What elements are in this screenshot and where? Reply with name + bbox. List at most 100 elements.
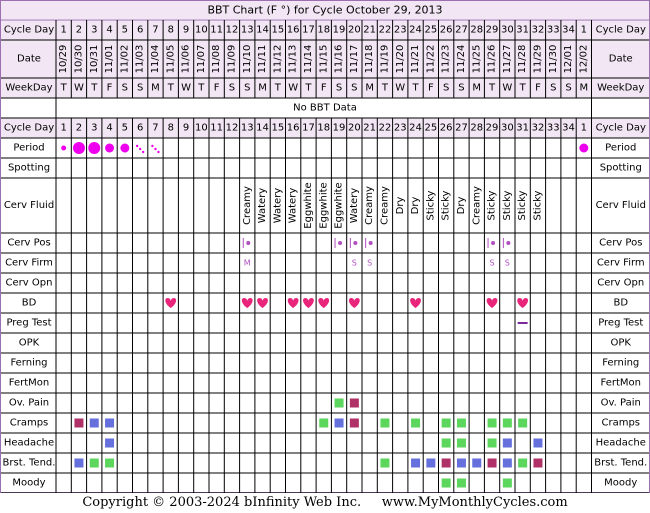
cerv-pos-dot xyxy=(491,241,496,245)
row-label-right-cramps: Cramps xyxy=(601,418,640,429)
title-bar xyxy=(1,1,649,19)
row-label-cramps: Cramps xyxy=(10,418,49,429)
date-label: 11/29 xyxy=(532,45,543,74)
date-label: 10/31 xyxy=(89,45,100,74)
date-label: 11/09 xyxy=(226,45,237,74)
cycle-day-num: 10 xyxy=(195,123,208,134)
row-label-ferning: Ferning xyxy=(10,358,47,369)
row-label-right-cerv_firm: Cerv Firm xyxy=(597,258,645,269)
row-label-right-bd: BD xyxy=(613,298,628,309)
ov-pain-marker xyxy=(349,398,359,408)
bd-heart xyxy=(287,298,299,308)
cycle-day-num: 26 xyxy=(440,25,453,36)
cramps-marker xyxy=(334,418,344,428)
row-label-opk: OPK xyxy=(19,338,40,349)
cycle-day-num: 12 xyxy=(226,123,239,134)
row-label-cerv_pos: Cerv Pos xyxy=(7,238,50,249)
cramps-marker xyxy=(105,418,115,428)
headache-marker xyxy=(456,438,466,448)
weekday-label: F xyxy=(535,83,541,94)
bd-heart xyxy=(410,298,421,308)
cramps-marker xyxy=(441,418,451,428)
cramps-marker xyxy=(89,418,99,428)
row-label-right-moody: Moody xyxy=(604,478,637,489)
brst-tend-marker xyxy=(89,458,99,468)
cerv-pos-dot xyxy=(338,241,343,245)
cerv-firm-mark: S xyxy=(367,259,372,268)
row-label-cerv_fluid: Cerv Fluid xyxy=(4,200,54,211)
brst-tend-marker xyxy=(426,458,436,468)
weekday-label: S xyxy=(458,83,464,94)
headache-marker xyxy=(441,438,451,448)
cycle-day-num: 18 xyxy=(317,25,330,36)
weekday-label: W xyxy=(395,83,405,94)
date-label: 11/12 xyxy=(272,45,283,74)
row-label-moody: Moody xyxy=(12,478,45,489)
cerv-pos-dot xyxy=(246,241,251,245)
row-label-right-ov_pain: Ov. Pain xyxy=(601,398,641,409)
ov-pain-marker xyxy=(334,398,344,408)
date-label: 11/16 xyxy=(334,45,345,74)
cycle-day-num: 30 xyxy=(501,25,514,36)
row-label-right-fertmon: FertMon xyxy=(601,378,641,389)
cerv-firm-mark: S xyxy=(490,259,495,268)
cramps-marker xyxy=(502,418,512,428)
row-label-brst_tend: Brst. Tend. xyxy=(3,458,56,469)
date-label: 11/18 xyxy=(364,45,375,74)
cycle-day-num: 4 xyxy=(106,25,112,36)
cycle-day-num: 15 xyxy=(271,123,284,134)
cycle-day-num: 19 xyxy=(333,123,346,134)
cycle-day-num: 6 xyxy=(137,25,143,36)
cycle-day-num: 33 xyxy=(547,123,560,134)
cycle-day-num: 14 xyxy=(256,123,269,134)
weekday-label: T xyxy=(167,83,175,94)
date-label: 11/08 xyxy=(211,45,222,74)
cycle-day-num: 14 xyxy=(256,25,269,36)
cycle-day-num: 29 xyxy=(486,25,499,36)
brst-tend-marker xyxy=(456,458,466,468)
row-label-ov_pain: Ov. Pain xyxy=(9,398,49,409)
spotting-dot xyxy=(141,150,145,154)
weekday-label: W xyxy=(74,83,84,94)
date-label: 11/02 xyxy=(119,45,130,74)
cycle-day-num: 3 xyxy=(91,25,97,36)
cycle-day-num: 12 xyxy=(226,25,239,36)
brst-tend-marker xyxy=(74,458,84,468)
row-label-fertmon: FertMon xyxy=(9,378,49,389)
date-label: 11/25 xyxy=(471,45,482,74)
date-label: 11/10 xyxy=(242,45,253,74)
weekday-label: T xyxy=(519,83,527,94)
row-label-right-cerv_fluid: Cerv Fluid xyxy=(596,200,646,211)
cramps-marker xyxy=(380,418,390,428)
cerv-fluid-label: Watery xyxy=(288,188,299,224)
cycle-day-num: 2 xyxy=(76,123,82,134)
cycle-day-num: 3 xyxy=(91,123,97,134)
date-label: 10/30 xyxy=(73,45,84,74)
weekday-label: S xyxy=(351,83,357,94)
weekday-label: M xyxy=(365,83,374,94)
cerv-fluid-label: Dry xyxy=(410,197,421,215)
brst-tend-marker xyxy=(472,458,482,468)
cycle-day-num: 32 xyxy=(532,123,545,134)
cramps-marker xyxy=(411,418,421,428)
brst-tend-marker xyxy=(518,458,528,468)
weekday-label: T xyxy=(488,83,496,94)
site-link[interactable]: www.MyMonthlyCycles.com xyxy=(381,495,568,510)
weekday-label: T xyxy=(304,83,312,94)
row-label-right-cycle_day: Cycle Day xyxy=(596,123,646,134)
row-label-spotting: Spotting xyxy=(8,163,50,174)
cycle-day-num: 1 xyxy=(60,25,66,36)
row-label-right-weekday: WeekDay xyxy=(597,83,644,94)
cerv-fluid-label: Dry xyxy=(456,197,467,215)
weekday-label: M xyxy=(472,83,481,94)
date-label: 11/05 xyxy=(165,45,176,74)
cycle-day-num: 27 xyxy=(455,123,468,134)
cycle-day-num: 6 xyxy=(137,123,143,134)
cerv-pos-dot xyxy=(506,241,511,245)
brst-tend-marker xyxy=(502,458,512,468)
cycle-day-num: 24 xyxy=(409,123,422,134)
chart-svg: BBT Chart (F °) for Cycle October 29, 20… xyxy=(0,0,650,493)
cycle-day-num: 25 xyxy=(424,25,437,36)
weekday-label: M xyxy=(151,83,160,94)
row-label-bd: BD xyxy=(22,298,37,309)
